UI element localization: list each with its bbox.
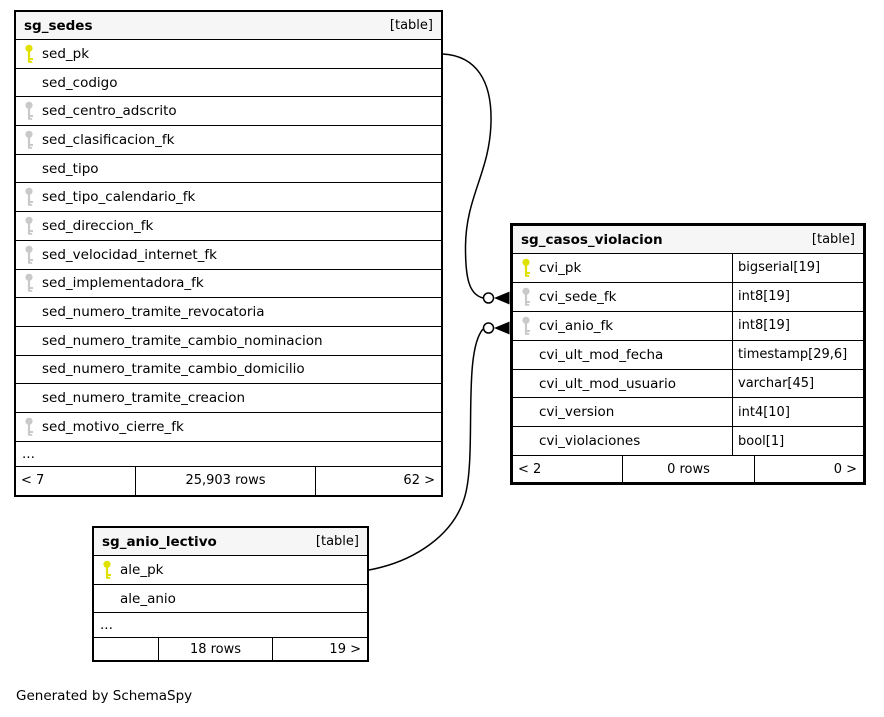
- column-type: int8[19]: [738, 318, 790, 334]
- column-row: cvi_version int4[10]: [513, 398, 863, 428]
- footer-children-count: 62 >: [403, 473, 435, 489]
- column-row: cvi_violaciones bool[1]: [513, 427, 863, 457]
- foreign-key-icon: [16, 187, 42, 207]
- column-row: sed_motivo_cierre_fk: [16, 413, 441, 442]
- primary-key-icon: [16, 44, 42, 64]
- column-name: cvi_violaciones: [539, 433, 641, 450]
- footer-children-count: 0 >: [833, 461, 857, 477]
- foreign-key-icon: [16, 245, 42, 265]
- column-type: int8[19]: [738, 289, 790, 305]
- table-name[interactable]: sg_casos_violacion: [521, 231, 663, 248]
- column-row: sed_numero_tramite_revocatoria: [16, 298, 441, 327]
- column-name: sed_numero_tramite_creacion: [42, 390, 246, 407]
- table-name[interactable]: sg_anio_lectivo: [102, 533, 217, 550]
- table-sg-anio-lectivo[interactable]: sg_anio_lectivo [table] ale_pk ale_anio …: [92, 526, 369, 662]
- column-name: sed_numero_tramite_cambio_domicilio: [42, 361, 305, 378]
- column-row: sed_numero_tramite_cambio_nominacion: [16, 327, 441, 356]
- column-name: cvi_version: [539, 404, 615, 421]
- column-row: sed_pk: [16, 40, 441, 69]
- column-row: sed_implementadora_fk: [16, 270, 441, 299]
- more-columns-ellipsis: ...: [16, 442, 441, 467]
- column-name: sed_velocidad_internet_fk: [42, 246, 217, 263]
- foreign-key-icon: [16, 101, 42, 121]
- column-row: cvi_pk bigserial[19]: [513, 254, 863, 283]
- more-columns-ellipsis: ...: [94, 613, 367, 639]
- table-type-tag: [table]: [315, 534, 359, 549]
- table-type-tag: [table]: [389, 18, 433, 33]
- column-name: ale_anio: [120, 590, 176, 607]
- column-name: cvi_ult_mod_usuario: [539, 375, 676, 392]
- footer-row-count: 0 rows: [623, 456, 755, 482]
- column-name: sed_numero_tramite_revocatoria: [42, 304, 265, 321]
- footer-row-count: 25,903 rows: [136, 466, 316, 495]
- table-footer: < 7 25,903 rows 62 >: [16, 466, 441, 495]
- column-type: bool[1]: [738, 433, 785, 449]
- relationship-sed-pk-to-cvi-sede-fk: [442, 53, 510, 305]
- column-name: cvi_ult_mod_fecha: [539, 346, 664, 363]
- foreign-key-icon: [513, 287, 539, 307]
- column-name: sed_tipo: [42, 160, 99, 177]
- column-name: sed_codigo: [42, 74, 118, 91]
- column-row: cvi_anio_fk int8[19]: [513, 311, 863, 341]
- table-header[interactable]: sg_anio_lectivo [table]: [94, 528, 367, 556]
- table-footer: 18 rows 19 >: [94, 638, 367, 660]
- column-row: sed_numero_tramite_cambio_domicilio: [16, 356, 441, 385]
- column-row: sed_tipo: [16, 155, 441, 184]
- column-name: sed_pk: [42, 45, 90, 62]
- column-row: sed_direccion_fk: [16, 212, 441, 241]
- column-name: cvi_anio_fk: [539, 317, 614, 334]
- column-row: cvi_sede_fk int8[19]: [513, 282, 863, 312]
- column-row: ale_pk: [94, 556, 367, 585]
- footer-parents-count: < 7: [16, 466, 136, 495]
- column-name: sed_clasificacion_fk: [42, 131, 175, 148]
- column-name: sed_implementadora_fk: [42, 275, 204, 292]
- column-name: sed_numero_tramite_cambio_nominacion: [42, 332, 323, 349]
- column-type: int4[10]: [738, 404, 790, 420]
- column-name: sed_tipo_calendario_fk: [42, 189, 196, 206]
- column-row: ale_anio: [94, 585, 367, 614]
- footer-parents-count: < 2: [513, 456, 623, 482]
- column-type: varchar[45]: [738, 376, 815, 391]
- footer-children-count: 19 >: [329, 641, 361, 657]
- table-type-tag: [table]: [811, 232, 855, 247]
- table-header[interactable]: sg_sedes [table]: [16, 12, 441, 40]
- column-name: sed_direccion_fk: [42, 217, 154, 234]
- table-footer: < 2 0 rows 0 >: [513, 456, 863, 482]
- table-sg-sedes[interactable]: sg_sedes [table] sed_pk sed_codigo sed_c…: [14, 10, 443, 497]
- column-row: sed_centro_adscrito: [16, 97, 441, 127]
- footer-parents-count: [94, 638, 159, 660]
- column-row: sed_codigo: [16, 69, 441, 98]
- column-type: bigserial[19]: [738, 260, 821, 276]
- footer-row-count: 18 rows: [159, 638, 273, 660]
- foreign-key-icon: [16, 417, 42, 437]
- column-row: cvi_ult_mod_fecha timestamp[29,6]: [513, 340, 863, 370]
- primary-key-icon: [94, 560, 120, 580]
- foreign-key-icon: [16, 130, 42, 150]
- column-name: ale_pk: [120, 561, 164, 578]
- foreign-key-icon: [513, 316, 539, 336]
- column-row: sed_clasificacion_fk: [16, 126, 441, 155]
- column-name: sed_centro_adscrito: [42, 103, 177, 120]
- primary-key-icon: [513, 258, 539, 278]
- column-name: cvi_pk: [539, 259, 582, 276]
- generated-by-credit: Generated by SchemaSpy: [16, 688, 193, 704]
- table-name[interactable]: sg_sedes: [24, 17, 93, 34]
- column-row: sed_tipo_calendario_fk: [16, 183, 441, 213]
- column-name: cvi_sede_fk: [539, 288, 617, 305]
- column-row: cvi_ult_mod_usuario varchar[45]: [513, 369, 863, 399]
- foreign-key-icon: [16, 216, 42, 236]
- column-name: sed_motivo_cierre_fk: [42, 418, 184, 435]
- table-sg-casos-violacion[interactable]: sg_casos_violacion [table] cvi_pk bigser…: [510, 223, 866, 485]
- column-type: timestamp[29,6]: [738, 347, 848, 363]
- column-row: sed_numero_tramite_creacion: [16, 384, 441, 413]
- table-header[interactable]: sg_casos_violacion [table]: [513, 226, 863, 254]
- foreign-key-icon: [16, 273, 42, 293]
- column-row: sed_velocidad_internet_fk: [16, 241, 441, 270]
